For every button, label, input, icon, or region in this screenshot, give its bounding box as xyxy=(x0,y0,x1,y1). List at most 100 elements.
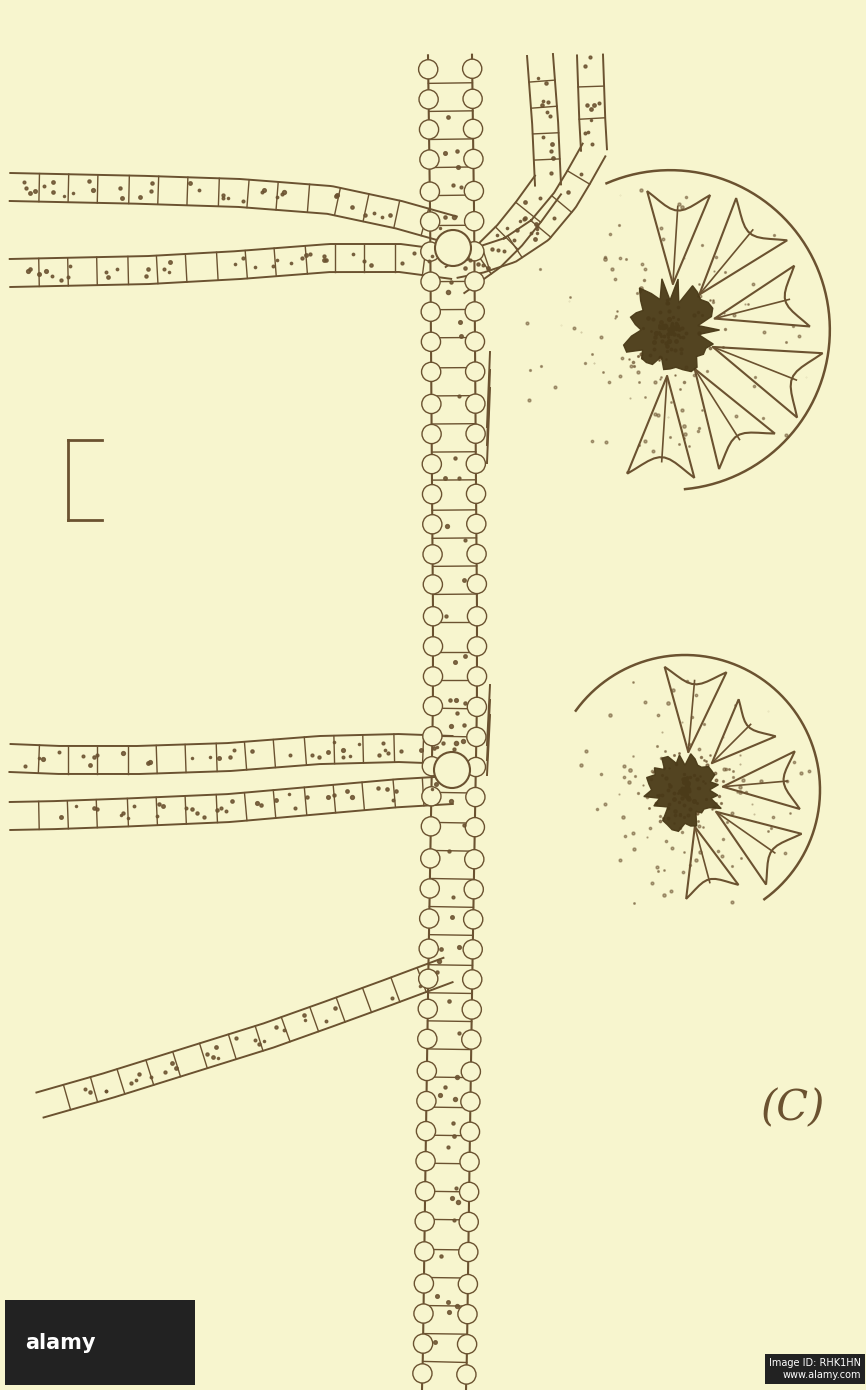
Circle shape xyxy=(420,909,439,929)
Circle shape xyxy=(423,514,442,534)
Circle shape xyxy=(465,849,484,869)
Circle shape xyxy=(413,1334,433,1354)
Circle shape xyxy=(459,1212,478,1232)
Circle shape xyxy=(461,1093,480,1111)
Circle shape xyxy=(434,752,470,788)
Circle shape xyxy=(422,424,441,443)
Polygon shape xyxy=(716,812,802,884)
Circle shape xyxy=(463,910,483,929)
Circle shape xyxy=(466,361,485,381)
Polygon shape xyxy=(723,752,800,809)
Circle shape xyxy=(413,1364,432,1383)
Circle shape xyxy=(435,229,471,265)
Circle shape xyxy=(418,60,438,79)
Circle shape xyxy=(415,1212,435,1232)
Circle shape xyxy=(416,1151,435,1170)
Circle shape xyxy=(422,332,441,352)
Circle shape xyxy=(463,89,482,108)
Circle shape xyxy=(423,756,442,776)
Polygon shape xyxy=(446,175,561,293)
Polygon shape xyxy=(647,190,710,284)
Circle shape xyxy=(463,120,482,139)
Circle shape xyxy=(465,332,485,352)
Circle shape xyxy=(465,242,484,261)
Circle shape xyxy=(459,1243,478,1262)
Circle shape xyxy=(466,758,486,777)
Circle shape xyxy=(423,606,443,626)
Circle shape xyxy=(421,817,441,835)
Circle shape xyxy=(464,211,484,231)
Polygon shape xyxy=(700,199,787,295)
Circle shape xyxy=(423,696,443,716)
Circle shape xyxy=(423,727,442,746)
Polygon shape xyxy=(36,958,453,1118)
Text: Image ID: RHK1HN
www.alamy.com: Image ID: RHK1HN www.alamy.com xyxy=(769,1358,861,1380)
Circle shape xyxy=(466,455,486,474)
Polygon shape xyxy=(577,54,607,150)
Circle shape xyxy=(423,637,443,656)
FancyBboxPatch shape xyxy=(4,1300,196,1386)
Circle shape xyxy=(419,90,438,108)
Polygon shape xyxy=(686,827,739,899)
Circle shape xyxy=(462,970,481,990)
Circle shape xyxy=(462,60,481,78)
Circle shape xyxy=(468,698,487,716)
Circle shape xyxy=(421,242,440,261)
Circle shape xyxy=(422,363,441,381)
Circle shape xyxy=(460,1183,479,1201)
Polygon shape xyxy=(624,279,720,371)
Polygon shape xyxy=(627,375,695,478)
Circle shape xyxy=(467,727,486,746)
Circle shape xyxy=(461,1122,480,1141)
Circle shape xyxy=(421,272,440,292)
Circle shape xyxy=(463,940,482,959)
Circle shape xyxy=(421,302,440,321)
Circle shape xyxy=(423,485,442,503)
Circle shape xyxy=(467,545,486,563)
Circle shape xyxy=(418,999,437,1019)
Text: alamy: alamy xyxy=(25,1333,95,1352)
Circle shape xyxy=(466,424,485,443)
Circle shape xyxy=(419,120,438,139)
Circle shape xyxy=(417,1062,436,1080)
Circle shape xyxy=(416,1182,435,1201)
Circle shape xyxy=(468,574,487,594)
Circle shape xyxy=(466,788,485,806)
Polygon shape xyxy=(422,54,477,1390)
Circle shape xyxy=(423,667,443,687)
Polygon shape xyxy=(713,348,823,417)
Polygon shape xyxy=(712,699,776,763)
Circle shape xyxy=(423,575,443,594)
Circle shape xyxy=(464,182,483,200)
Circle shape xyxy=(458,1275,477,1294)
Circle shape xyxy=(466,393,485,413)
Circle shape xyxy=(419,940,438,958)
Polygon shape xyxy=(10,172,456,243)
Polygon shape xyxy=(10,245,455,286)
Circle shape xyxy=(417,1091,436,1111)
Circle shape xyxy=(464,880,483,899)
Text: (C): (C) xyxy=(760,1087,824,1129)
Circle shape xyxy=(421,849,440,867)
Circle shape xyxy=(418,969,438,988)
Circle shape xyxy=(467,514,486,534)
Circle shape xyxy=(421,211,440,231)
Circle shape xyxy=(465,817,484,837)
Circle shape xyxy=(467,484,486,503)
Circle shape xyxy=(414,1304,433,1323)
Circle shape xyxy=(458,1305,477,1323)
Circle shape xyxy=(457,1334,476,1354)
Polygon shape xyxy=(452,143,605,278)
Polygon shape xyxy=(527,54,561,186)
Circle shape xyxy=(462,1030,481,1049)
Circle shape xyxy=(420,878,439,898)
Circle shape xyxy=(423,545,443,564)
Circle shape xyxy=(465,272,484,291)
Circle shape xyxy=(456,1365,476,1384)
Polygon shape xyxy=(714,265,810,327)
Polygon shape xyxy=(643,753,721,831)
Circle shape xyxy=(460,1152,479,1172)
Circle shape xyxy=(414,1273,434,1293)
Polygon shape xyxy=(10,734,453,774)
Circle shape xyxy=(417,1122,436,1141)
